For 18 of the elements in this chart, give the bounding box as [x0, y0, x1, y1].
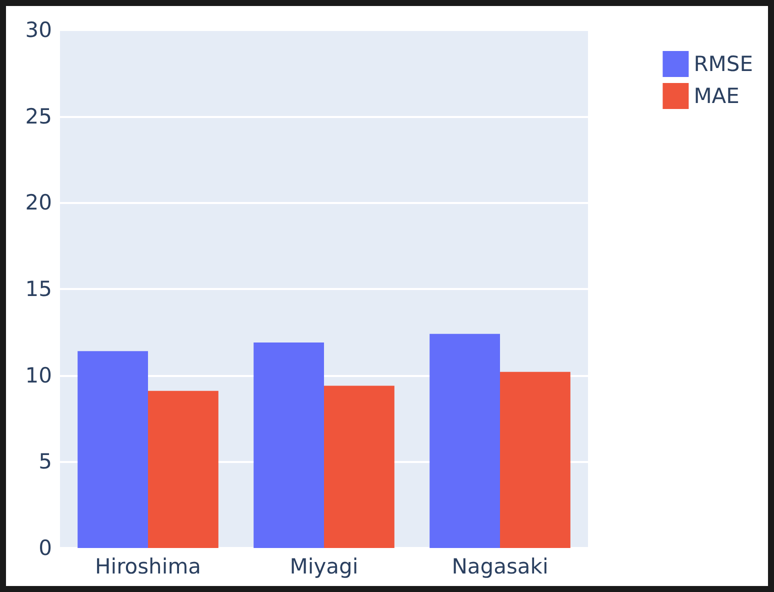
- y-tick-label: 15: [25, 277, 52, 301]
- bar: [254, 342, 324, 548]
- x-tick-label: Nagasaki: [452, 554, 548, 578]
- x-tick-label: Miyagi: [290, 554, 358, 578]
- bar: [148, 390, 218, 548]
- y-tick-label: 10: [25, 363, 52, 388]
- y-tick-label: 5: [38, 450, 52, 474]
- bar: [430, 334, 500, 548]
- legend-label: RMSE: [694, 52, 754, 76]
- legend-label: MAE: [694, 84, 740, 108]
- y-tick-label: 30: [25, 18, 52, 42]
- y-tick-label: 20: [25, 190, 52, 215]
- bar: [500, 372, 570, 548]
- bar: [78, 351, 148, 548]
- y-tick-label: 0: [38, 536, 52, 560]
- bar: [324, 386, 394, 548]
- y-tick-label: 25: [25, 104, 52, 128]
- x-tick-label: Hiroshima: [94, 554, 202, 578]
